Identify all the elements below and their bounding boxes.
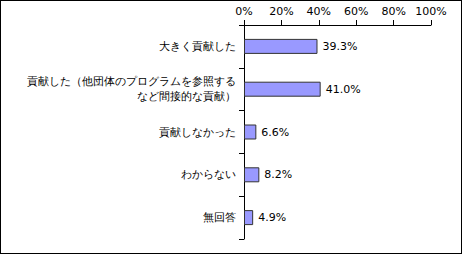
svg-text:0%: 0% bbox=[235, 5, 252, 18]
svg-text:無回答: 無回答 bbox=[203, 211, 236, 224]
svg-text:6.6%: 6.6% bbox=[261, 126, 289, 139]
svg-text:39.3%: 39.3% bbox=[322, 40, 357, 53]
svg-text:8.2%: 8.2% bbox=[264, 168, 292, 181]
svg-text:貢献した（他団体のプログラムを参照する: 貢献した（他団体のプログラムを参照する bbox=[27, 75, 236, 88]
svg-text:など間接的な貢献）: など間接的な貢献） bbox=[137, 90, 236, 103]
svg-text:大きく貢献した: 大きく貢献した bbox=[159, 40, 236, 53]
svg-text:80%: 80% bbox=[381, 5, 405, 18]
svg-text:40%: 40% bbox=[307, 5, 331, 18]
svg-text:100%: 100% bbox=[415, 5, 446, 18]
svg-text:41.0%: 41.0% bbox=[326, 83, 361, 96]
svg-text:60%: 60% bbox=[344, 5, 368, 18]
svg-text:貢献しなかった: 貢献しなかった bbox=[159, 126, 236, 139]
svg-text:20%: 20% bbox=[269, 5, 293, 18]
svg-text:4.9%: 4.9% bbox=[258, 211, 286, 224]
svg-text:わからない: わからない bbox=[181, 168, 236, 181]
